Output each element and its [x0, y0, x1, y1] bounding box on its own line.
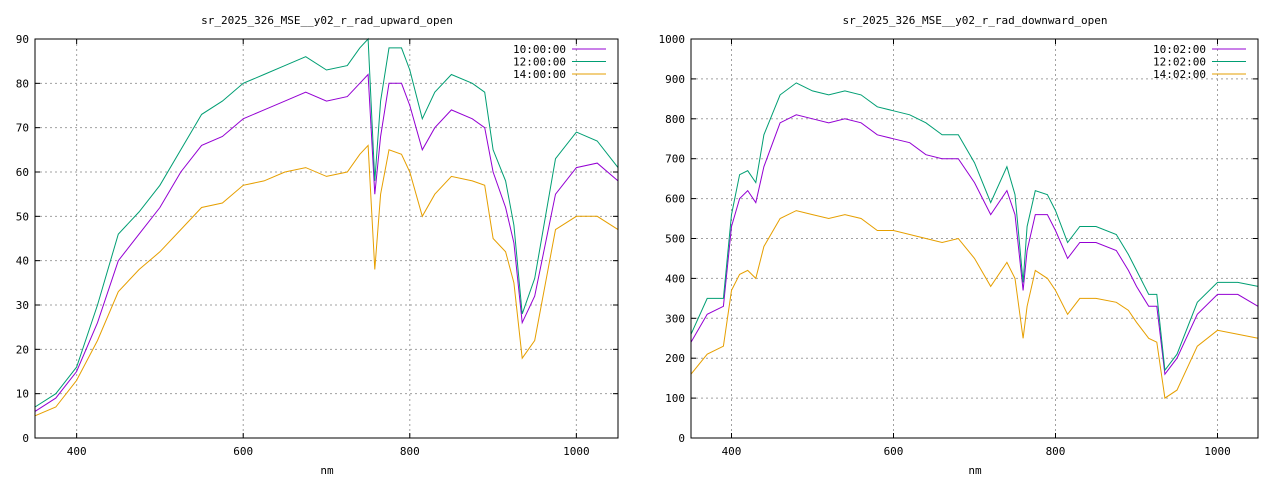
- y-tick-label: 70: [16, 122, 29, 135]
- x-tick-label: 1000: [563, 445, 590, 458]
- y-tick-label: 0: [678, 432, 685, 445]
- y-tick-label: 800: [665, 113, 685, 126]
- legend-label: 14:00:00: [513, 68, 566, 81]
- x-axis-label: nm: [968, 464, 982, 477]
- y-tick-label: 600: [665, 193, 685, 206]
- y-tick-label: 80: [16, 77, 29, 90]
- y-tick-label: 20: [16, 343, 29, 356]
- x-tick-label: 600: [233, 445, 253, 458]
- x-tick-label: 800: [400, 445, 420, 458]
- chart-title: sr_2025_326_MSE__y02_r_rad_downward_open: [843, 14, 1108, 27]
- x-tick-label: 400: [67, 445, 87, 458]
- legend-label: 12:00:00: [513, 56, 566, 69]
- y-tick-label: 300: [665, 312, 685, 325]
- x-tick-label: 600: [884, 445, 904, 458]
- y-tick-label: 50: [16, 210, 29, 223]
- x-tick-label: 1000: [1204, 445, 1231, 458]
- y-tick-label: 1000: [659, 33, 686, 46]
- series-line-12:02:00: [690, 82, 1259, 372]
- x-tick-label: 400: [722, 445, 742, 458]
- series-line-14:00:00: [34, 144, 619, 417]
- y-tick-label: 0: [22, 432, 29, 445]
- x-tick-label: 800: [1046, 445, 1066, 458]
- plot-frame: [34, 38, 619, 439]
- legend-label: 10:02:00: [1153, 43, 1206, 56]
- y-tick-label: 100: [665, 392, 685, 405]
- chart-title: sr_2025_326_MSE__y02_r_rad_upward_open: [201, 14, 453, 27]
- y-tick-label: 900: [665, 73, 685, 86]
- x-axis-label: nm: [320, 464, 334, 477]
- legend-label: 12:02:00: [1153, 56, 1206, 69]
- y-tick-label: 90: [16, 33, 29, 46]
- y-tick-label: 400: [665, 272, 685, 285]
- y-tick-label: 60: [16, 166, 29, 179]
- y-tick-label: 700: [665, 153, 685, 166]
- legend-label: 10:00:00: [513, 43, 566, 56]
- y-tick-label: 40: [16, 255, 29, 268]
- y-tick-label: 200: [665, 352, 685, 365]
- legend-label: 14:02:00: [1153, 68, 1206, 81]
- series-line-12:00:00: [34, 37, 619, 408]
- series-line-10:02:00: [690, 114, 1259, 376]
- y-tick-label: 500: [665, 233, 685, 246]
- chart-downward: sr_2025_326_MSE__y02_r_rad_downward_open…: [659, 14, 1259, 477]
- y-tick-label: 10: [16, 388, 29, 401]
- series-line-14:02:00: [690, 210, 1259, 399]
- series-line-10:00:00: [34, 73, 619, 412]
- chart-upward: sr_2025_326_MSE__y02_r_rad_upward_open n…: [16, 14, 619, 477]
- y-tick-label: 30: [16, 299, 29, 312]
